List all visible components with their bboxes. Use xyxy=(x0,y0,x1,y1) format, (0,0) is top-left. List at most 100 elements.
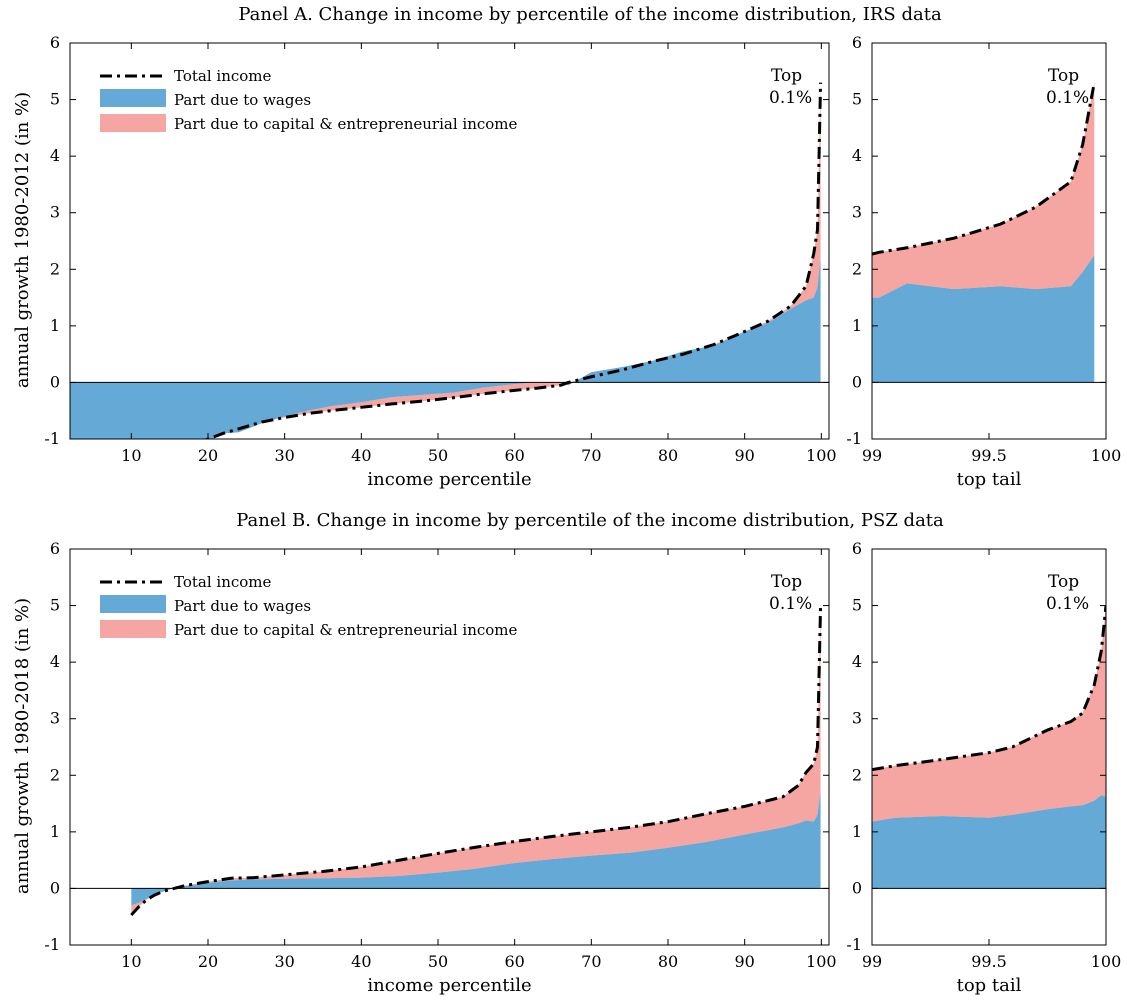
y-tick-label: -1 xyxy=(846,935,862,954)
y-tick-label: 5 xyxy=(50,596,60,615)
x-tick-label: 100 xyxy=(1091,446,1122,465)
x-tick-label: 20 xyxy=(198,446,218,465)
x-tick-label: 80 xyxy=(658,446,678,465)
y-tick-label: 6 xyxy=(50,33,60,52)
y-tick-label: 0 xyxy=(852,878,862,897)
x-tick-label: 80 xyxy=(658,952,678,971)
wages-area xyxy=(872,255,1095,383)
x-tick-label: 60 xyxy=(504,952,524,971)
y-tick-label: 5 xyxy=(852,90,862,109)
x-tick-label: 90 xyxy=(734,446,754,465)
panel-b-main-plot: -1 0 1 2 3 4 5 6 10 20 30 40 50 60 70 80 90 100 income per… xyxy=(44,539,836,996)
y-tick-label: 4 xyxy=(852,146,862,165)
y-tick-label: 1 xyxy=(852,822,862,841)
y-tick-label: 6 xyxy=(852,33,862,52)
plot-area xyxy=(872,82,1096,383)
y-tick-label: 4 xyxy=(50,652,60,671)
total-income-line xyxy=(872,605,1106,772)
top-annotation: Top xyxy=(771,66,802,86)
y-tick-label: 2 xyxy=(50,259,60,278)
wages-area xyxy=(131,791,821,906)
legend-label: Part due to capital & entrepreneurial in… xyxy=(174,115,518,133)
y-tick-label: 3 xyxy=(852,709,862,728)
panel-a-legend: Total income Part due to wages Part due to… xyxy=(100,67,518,133)
y-tick-label: 6 xyxy=(50,539,60,558)
y-tick-label: 1 xyxy=(852,316,862,335)
y-tick-label: -1 xyxy=(44,429,60,448)
x-tick-label: 20 xyxy=(198,952,218,971)
panel-b-legend: Total income Part due to wages Part due to… xyxy=(100,573,518,639)
top-annotation: 0.1% xyxy=(769,594,812,614)
x-axis-label: top tail xyxy=(957,469,1022,490)
y-tick-label: 2 xyxy=(852,259,862,278)
wages-area xyxy=(70,257,821,439)
y-tick-label: 5 xyxy=(852,596,862,615)
y-tick-label: 3 xyxy=(50,709,60,728)
y-tick-label: 3 xyxy=(852,203,862,222)
panel-a-title: Panel A. Change in income by percentile … xyxy=(238,4,942,25)
legend-label: Total income xyxy=(174,573,272,591)
panel-b-title: Panel B. Change in income by percentile … xyxy=(236,510,944,531)
total-income-line xyxy=(203,82,823,439)
legend-label: Part due to wages xyxy=(174,597,311,615)
top-annotation: Top xyxy=(1048,572,1079,592)
total-income-line xyxy=(872,82,1096,256)
plot-frame xyxy=(69,548,830,946)
y-tick-label: 2 xyxy=(852,765,862,784)
y-tick-label: 1 xyxy=(50,822,60,841)
x-tick-label: 100 xyxy=(1091,952,1122,971)
y-tick-label: 0 xyxy=(50,372,60,391)
x-tick-label: 99.5 xyxy=(971,952,1007,971)
y-tick-label: 4 xyxy=(50,146,60,165)
y-tick-label: 5 xyxy=(50,90,60,109)
capital-area xyxy=(131,605,821,916)
x-tick-label: 99 xyxy=(862,446,882,465)
x-tick-label: 50 xyxy=(428,952,448,971)
x-tick-label: 10 xyxy=(121,446,141,465)
capital-area xyxy=(872,605,1106,822)
x-tick-label: 70 xyxy=(581,446,601,465)
legend-capital-swatch xyxy=(100,620,166,638)
top-annotation: Top xyxy=(1048,66,1079,86)
x-tick-label: 90 xyxy=(734,952,754,971)
x-tick-label: 30 xyxy=(274,952,294,971)
y-tick-label: 4 xyxy=(852,652,862,671)
legend-label: Part due to wages xyxy=(174,91,311,109)
top-annotation: 0.1% xyxy=(769,88,812,108)
y-tick-label: 6 xyxy=(852,539,862,558)
plot-frame xyxy=(69,42,830,440)
x-tick-label: 40 xyxy=(351,446,371,465)
x-tick-label: 50 xyxy=(428,446,448,465)
y-tick-label: 3 xyxy=(50,203,60,222)
x-tick-label: 10 xyxy=(121,952,141,971)
top-annotation: 0.1% xyxy=(1046,88,1089,108)
x-tick-label: 70 xyxy=(581,952,601,971)
plot-area xyxy=(70,82,823,439)
y-tick-label: 1 xyxy=(50,316,60,335)
x-tick-label: 60 xyxy=(504,446,524,465)
wages-area xyxy=(872,795,1106,889)
total-income-line xyxy=(130,605,823,917)
x-tick-label: 100 xyxy=(806,952,837,971)
x-tick-label: 99 xyxy=(862,952,882,971)
x-tick-label: 99.5 xyxy=(971,446,1007,465)
legend-label: Total income xyxy=(174,67,272,85)
x-axis-label: income percentile xyxy=(367,975,531,996)
top-annotation: 0.1% xyxy=(1046,594,1089,614)
panel-a-ylabel: annual growth 1980-2012 (in %) xyxy=(12,92,33,388)
y-tick-label: -1 xyxy=(44,935,60,954)
x-axis-label: top tail xyxy=(957,975,1022,996)
x-tick-label: 30 xyxy=(274,446,294,465)
x-axis-label: income percentile xyxy=(367,469,531,490)
legend-wages-swatch xyxy=(100,89,166,107)
y-tick-label: -1 xyxy=(846,429,862,448)
legend-wages-swatch xyxy=(100,595,166,613)
y-tick-label: 0 xyxy=(852,372,862,391)
legend-label: Part due to capital & entrepreneurial in… xyxy=(174,621,518,639)
top-annotation: Top xyxy=(771,572,802,592)
plot-area xyxy=(872,605,1106,889)
y-tick-label: 2 xyxy=(50,765,60,784)
